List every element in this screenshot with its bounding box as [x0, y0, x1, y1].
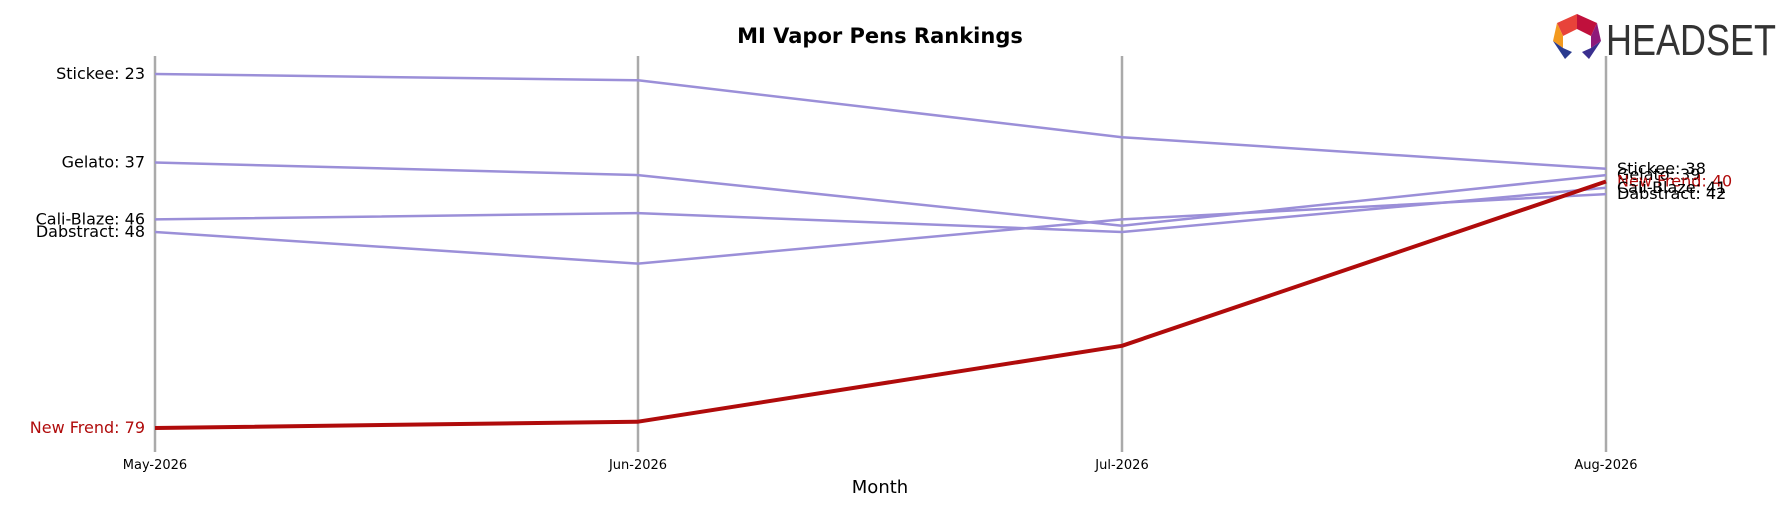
- series-line-cali-blaze: [154, 186, 1607, 234]
- x-tick-label: Jul-2026: [1094, 458, 1148, 473]
- start-label: Cali-Blaze: 46: [36, 209, 145, 228]
- end-label: Cali-Blaze: 41: [1617, 178, 1726, 197]
- series-line-new-frend: [154, 179, 1607, 430]
- series-line-dabstract: [154, 192, 1607, 265]
- x-tick-label: May-2026: [123, 458, 187, 473]
- series-lines: [154, 72, 1607, 430]
- end-label: New Frend: 40: [1617, 172, 1732, 191]
- start-label: Dabstract: 48: [36, 222, 145, 241]
- end-label: Dabstract: 42: [1617, 184, 1726, 203]
- end-label: Stickee: 38: [1617, 159, 1706, 178]
- start-label: Gelato: 37: [62, 153, 145, 172]
- headset-logo-icon: [1553, 14, 1601, 59]
- headset-logo: HEADSET: [1553, 14, 1776, 65]
- x-tick-label: Aug-2026: [1574, 458, 1637, 473]
- end-label: Gelato: 39: [1617, 165, 1700, 184]
- month-gridlines: [153, 56, 1608, 452]
- series-line-stickee: [154, 72, 1607, 171]
- chart-title: MI Vapor Pens Rankings: [737, 24, 1023, 48]
- start-rank-labels: Stickee: 23 Gelato: 37 Cali-Blaze: 46Dabst…: [30, 64, 145, 437]
- x-axis-label: Month: [852, 477, 908, 498]
- x-tick-label: Jun-2026: [608, 458, 667, 473]
- start-label: New Frend: 79: [30, 418, 145, 437]
- series-line-gelato: [154, 161, 1607, 227]
- x-tick-labels: May-2026 Jun-2026 Jul-2026 Aug-2026: [123, 458, 1638, 473]
- start-label: Stickee: 23: [56, 64, 145, 83]
- headset-logo-text: HEADSET: [1606, 16, 1776, 65]
